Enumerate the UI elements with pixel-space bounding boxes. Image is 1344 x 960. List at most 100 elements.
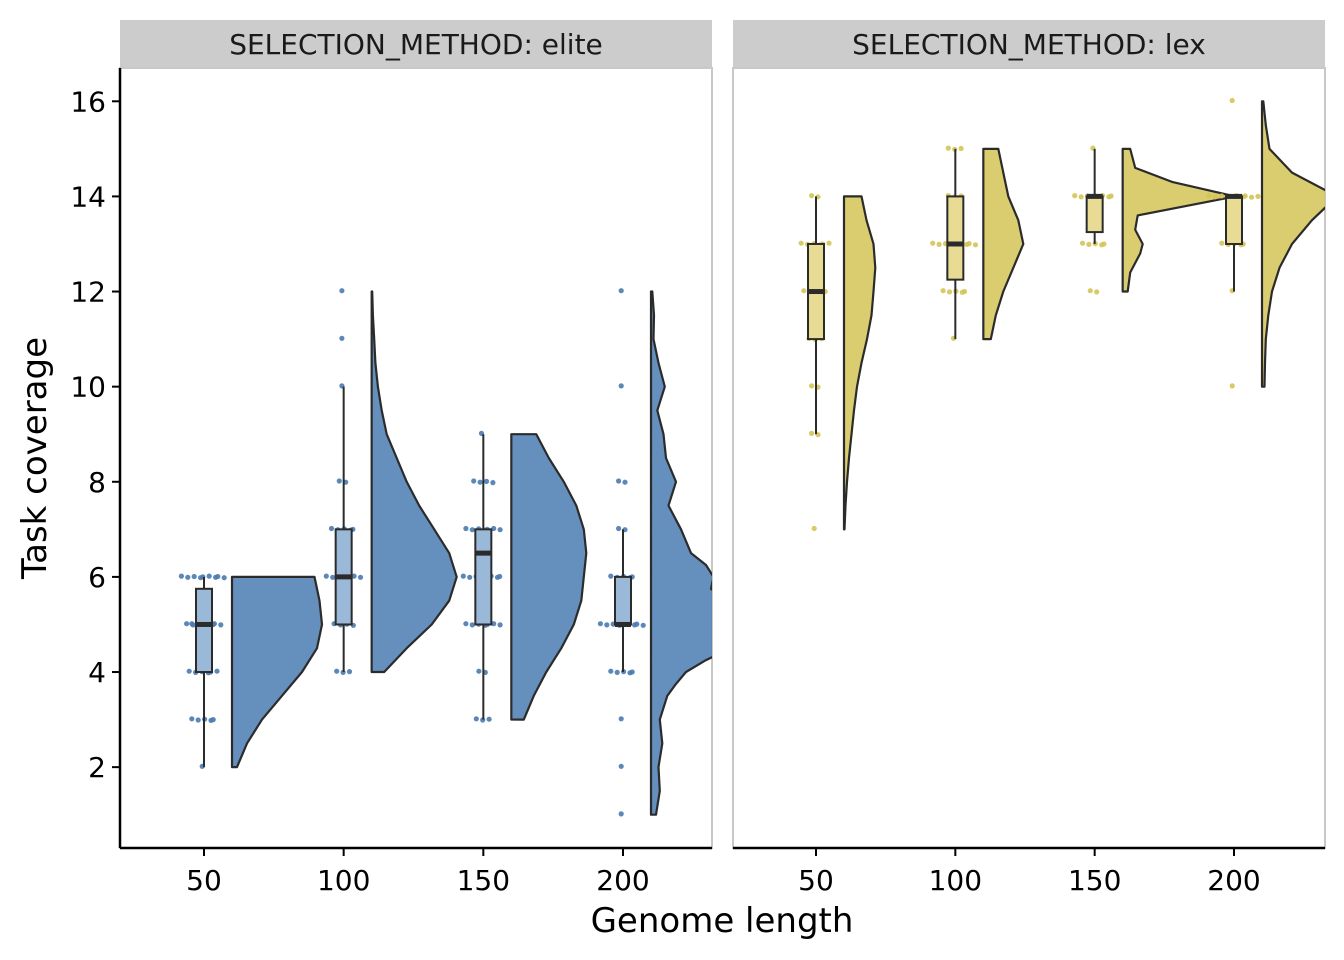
- data-point: [1242, 193, 1248, 199]
- data-point: [221, 575, 227, 581]
- data-point: [1206, 193, 1212, 199]
- data-point: [1072, 193, 1078, 199]
- data-point: [184, 621, 190, 627]
- box-iqr: [614, 575, 632, 626]
- data-point: [618, 383, 624, 389]
- box-iqr: [1225, 195, 1243, 245]
- data-point: [339, 335, 345, 341]
- data-point: [1219, 240, 1225, 246]
- facet-panel-elite: SELECTION_METHOD: elite 2 4 6 8 10 12 14 16 50 100…: [70, 20, 713, 897]
- data-point: [1087, 288, 1093, 294]
- density-cloud: [982, 147, 1025, 341]
- box-iqr: [474, 528, 493, 626]
- data-point: [189, 621, 195, 627]
- data-point: [189, 716, 195, 722]
- data-point: [467, 574, 473, 580]
- data-point: [622, 479, 628, 485]
- data-point: [1229, 383, 1235, 389]
- data-point: [491, 621, 497, 627]
- panel-border: [119, 67, 713, 849]
- strip-label: SELECTION_METHOD: elite: [229, 28, 603, 61]
- data-point: [497, 573, 503, 580]
- data-point: [346, 669, 353, 675]
- data-point: [1101, 241, 1107, 247]
- y-tick-label: 14: [70, 180, 106, 213]
- data-point: [616, 525, 622, 532]
- data-point: [185, 574, 191, 580]
- data-point: [940, 288, 946, 294]
- y-tick-label: 10: [70, 371, 106, 404]
- data-point: [1249, 194, 1255, 200]
- data-point: [608, 573, 614, 579]
- data-point: [1219, 193, 1225, 199]
- density-cloud: [842, 195, 877, 531]
- y-tick-label: 8: [88, 466, 106, 499]
- strip-background: [733, 20, 1325, 68]
- y-tick-label: 6: [88, 561, 106, 594]
- facet-panel-lex: SELECTION_METHOD: lex 50 100 150 200: [732, 20, 1326, 897]
- data-point: [191, 573, 197, 580]
- y-tick-label: 2: [88, 751, 106, 784]
- data-point: [1108, 193, 1114, 199]
- data-point: [339, 288, 345, 294]
- data-point: [178, 573, 184, 579]
- data-point: [809, 430, 815, 436]
- data-point: [463, 525, 469, 532]
- data-point: [798, 240, 804, 246]
- data-point: [210, 717, 216, 723]
- data-point: [214, 668, 220, 674]
- data-point: [1255, 193, 1261, 199]
- data-point: [597, 621, 604, 627]
- data-point: [966, 241, 972, 247]
- group-150: [460, 430, 588, 723]
- group-100: [323, 288, 458, 676]
- data-point: [1094, 289, 1100, 295]
- data-point: [618, 288, 624, 294]
- group-150: [1072, 145, 1237, 295]
- panel-border: [732, 67, 1326, 849]
- density-cloud: [1260, 100, 1325, 388]
- x-tick-label: 100: [317, 864, 370, 897]
- data-point: [460, 573, 466, 579]
- facet-panels: SELECTION_METHOD: elite 2 4 6 8 10 12 14 16 50 100…: [70, 20, 1326, 897]
- density-cloud: [230, 575, 324, 769]
- data-point: [801, 288, 807, 294]
- data-point: [1212, 194, 1218, 200]
- y-axis-title: Task coverage: [15, 337, 55, 580]
- plot-area: [798, 97, 1325, 532]
- x-tick-label: 150: [1068, 864, 1121, 897]
- data-point: [826, 240, 832, 246]
- data-point: [186, 668, 192, 674]
- density-cloud: [370, 290, 458, 674]
- group-50: [798, 193, 877, 532]
- group-50: [178, 573, 324, 769]
- data-point: [640, 622, 646, 628]
- group-100: [930, 145, 1025, 341]
- data-point: [473, 716, 479, 722]
- box-iqr: [1085, 195, 1104, 234]
- data-point: [469, 622, 475, 628]
- x-tick-label: 200: [1207, 864, 1260, 897]
- data-point: [1078, 194, 1084, 200]
- y-tick-label: 4: [88, 656, 106, 689]
- group-200: [597, 288, 712, 817]
- y-tick-label: 16: [70, 85, 106, 118]
- density-cloud: [510, 433, 588, 721]
- data-point: [616, 478, 622, 484]
- data-point: [634, 621, 640, 627]
- x-tick-label: 50: [798, 864, 834, 897]
- box-iqr: [946, 195, 965, 281]
- box-iqr: [195, 587, 213, 674]
- data-point: [618, 763, 624, 769]
- data-point: [811, 525, 817, 532]
- x-tick-label: 50: [186, 864, 222, 897]
- data-point: [497, 622, 503, 628]
- data-point: [218, 622, 224, 628]
- data-point: [945, 145, 951, 151]
- data-point: [1079, 240, 1086, 246]
- x-tick-label: 200: [596, 864, 649, 897]
- data-point: [1229, 97, 1235, 104]
- x-tick-label: 100: [929, 864, 982, 897]
- data-point: [809, 193, 815, 199]
